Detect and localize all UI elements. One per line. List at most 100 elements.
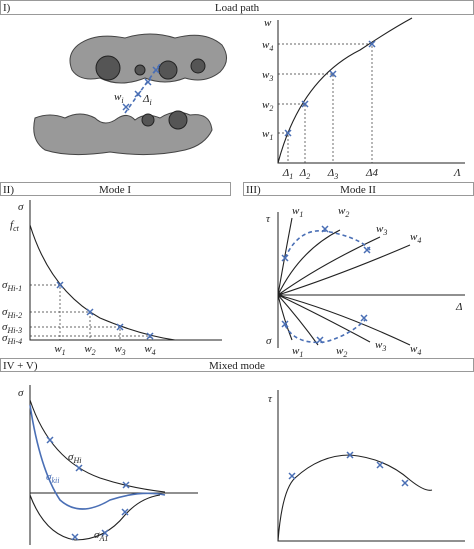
- label-main: w: [54, 343, 62, 355]
- label-main: w: [84, 343, 92, 355]
- label-main: w: [114, 343, 122, 355]
- tick-label: Δ1: [282, 167, 293, 181]
- label-sub: i: [149, 98, 151, 107]
- label-main: w: [410, 343, 418, 355]
- axes: [277, 390, 465, 542]
- label: w2: [338, 205, 349, 219]
- axis-label: σ: [18, 201, 24, 213]
- tick-label: fct: [10, 219, 20, 233]
- tick-label: w3: [262, 69, 273, 83]
- label: w3: [375, 339, 386, 353]
- label-sub: 2: [343, 350, 347, 359]
- axis-label: Δ: [455, 301, 462, 313]
- label-main: w: [262, 128, 270, 140]
- label-sub: 1: [299, 350, 303, 359]
- axes: [277, 20, 465, 164]
- shear-curve: [277, 454, 433, 542]
- aggregate: [158, 60, 178, 80]
- label-main: Δ: [327, 167, 334, 179]
- label: wi: [114, 91, 124, 105]
- axes: [277, 212, 465, 348]
- label-sub: A1: [98, 534, 108, 543]
- label-main: σ: [68, 451, 74, 463]
- tick-label: w2: [262, 99, 273, 113]
- guide-lines: [278, 43, 373, 163]
- label: σHi: [68, 451, 81, 465]
- marks: [284, 40, 376, 137]
- label-main: σ: [2, 332, 8, 344]
- axes: [29, 200, 222, 341]
- tick-label: w4: [144, 343, 155, 357]
- crack-marks: [122, 66, 160, 111]
- load-path-curve: [277, 17, 413, 164]
- axis-label: σ: [266, 335, 272, 347]
- tick-label: σHi-4: [2, 332, 22, 346]
- mixed-curve: [29, 404, 166, 510]
- label-main: w: [410, 231, 418, 243]
- label-main: w: [292, 345, 300, 357]
- axis-label: σ: [18, 387, 24, 399]
- label-sub: ct: [13, 224, 20, 233]
- tick-label: w1: [54, 343, 65, 357]
- marks: [288, 451, 409, 487]
- label-main: w: [376, 223, 384, 235]
- label-sub: 2: [306, 172, 310, 181]
- panel-number: I): [3, 2, 11, 14]
- label-sub: Hi-3: [6, 326, 22, 335]
- label-main: σ: [46, 471, 52, 483]
- tick-label: Δ2: [299, 167, 310, 181]
- panel-number: IV + V): [3, 360, 38, 372]
- label-sub: Hi-2: [6, 311, 22, 320]
- label: w4: [410, 343, 421, 357]
- panel-title: Mixed mode: [209, 360, 265, 372]
- header-bar: [0, 182, 231, 196]
- tick-label: w3: [114, 343, 125, 357]
- label-sub: Hi-4: [6, 337, 22, 346]
- label-sub: 1: [269, 133, 273, 142]
- marks: [56, 281, 154, 340]
- softening-curve: [29, 224, 176, 341]
- tick-label: w2: [84, 343, 95, 357]
- aggregate: [141, 113, 155, 127]
- label-main: w: [262, 99, 270, 111]
- label: σA1: [94, 529, 108, 543]
- tick-label: w4: [262, 39, 273, 53]
- label-main: w: [262, 39, 270, 51]
- label-sub: 4: [152, 348, 156, 357]
- label-main: w: [338, 205, 346, 217]
- label: w3: [376, 223, 387, 237]
- panel-number: II): [3, 184, 14, 196]
- tick-label: σHi-3: [2, 321, 22, 335]
- normal-stress-curve: [29, 399, 166, 493]
- label-sub: 1: [289, 172, 293, 181]
- tick-label: Δ4: [365, 167, 378, 179]
- label-main: Δ4: [365, 167, 378, 179]
- panel-title: Mode II: [340, 184, 376, 196]
- label-sub: 3: [381, 344, 386, 353]
- tick-label: Δ3: [327, 167, 338, 181]
- label-sub: 2: [269, 104, 273, 113]
- label-sub: 3: [268, 74, 273, 83]
- axis-label: w: [264, 17, 272, 29]
- label-main: w: [292, 205, 300, 217]
- label-sub: 4: [269, 44, 273, 53]
- label-sub: kii: [51, 476, 59, 485]
- aggregate: [95, 55, 121, 81]
- marks: [46, 436, 130, 541]
- axis-label: τ: [268, 393, 273, 405]
- label-main: σ: [2, 279, 8, 291]
- label: w2: [336, 345, 347, 359]
- label-sub: 2: [92, 348, 96, 357]
- label-main: Δ: [282, 167, 289, 179]
- label-sub: 4: [417, 348, 421, 357]
- label-sub: 3: [382, 228, 387, 237]
- aggregate: [134, 64, 146, 76]
- panel-title: Mode I: [99, 184, 131, 196]
- label-sub: 2: [345, 210, 349, 219]
- failure-envelope: [284, 230, 371, 344]
- concrete-top: [69, 33, 227, 84]
- label-sub: Hi: [72, 456, 81, 465]
- label: w4: [410, 231, 421, 245]
- label-sub: 1: [62, 348, 66, 357]
